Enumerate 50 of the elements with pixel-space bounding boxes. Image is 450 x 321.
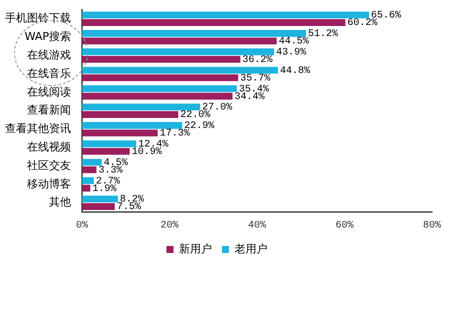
y-tick-label: 在线视频 bbox=[27, 140, 71, 154]
data-label: 36.2% bbox=[242, 55, 272, 66]
data-label: 7.5% bbox=[116, 202, 141, 214]
data-label: 60.2% bbox=[347, 18, 378, 30]
bar bbox=[82, 166, 96, 174]
x-tick-label: 80% bbox=[422, 220, 442, 232]
data-label: 44.5% bbox=[278, 36, 309, 48]
bar bbox=[82, 140, 136, 148]
bar bbox=[82, 158, 102, 166]
y-tick-label: 查看其他资讯 bbox=[5, 122, 71, 136]
bar bbox=[82, 19, 346, 26]
bar bbox=[82, 66, 278, 74]
legend-label: 新用户 bbox=[179, 242, 212, 256]
y-tick-label: 在线阅读 bbox=[27, 85, 71, 98]
bar bbox=[82, 48, 274, 56]
bar bbox=[82, 130, 158, 136]
bar bbox=[82, 196, 118, 202]
y-tick-label: 查看新闻 bbox=[27, 104, 71, 117]
bar bbox=[82, 38, 277, 44]
y-tick-label: 在线音乐 bbox=[27, 66, 71, 80]
x-tick-label: 0% bbox=[76, 220, 88, 232]
y-tick-label: 其他 bbox=[49, 196, 71, 209]
bar bbox=[82, 74, 238, 82]
bar bbox=[82, 30, 306, 37]
data-label: 22.0% bbox=[180, 110, 210, 122]
data-label: 44.8% bbox=[280, 66, 310, 77]
bar bbox=[82, 12, 369, 18]
y-tick-label: 手机图铃下载 bbox=[5, 12, 71, 25]
legend-label: 老用户 bbox=[234, 242, 268, 256]
bar bbox=[82, 122, 182, 129]
bar bbox=[82, 56, 240, 63]
x-tick-label: 40% bbox=[248, 220, 266, 232]
y-tick-label: WAP搜索 bbox=[24, 30, 71, 44]
y-tick-label: 移动博客 bbox=[27, 177, 71, 190]
bar bbox=[82, 177, 94, 184]
bar bbox=[82, 203, 115, 210]
data-label: 51.2% bbox=[308, 29, 338, 40]
y-tick-label: 社区交友 bbox=[27, 158, 71, 172]
bar bbox=[82, 148, 130, 155]
data-label: 35.7% bbox=[240, 73, 270, 84]
bar bbox=[82, 92, 232, 100]
data-label: 17.3% bbox=[160, 128, 190, 140]
data-label: 43.9% bbox=[276, 47, 306, 58]
bar bbox=[82, 184, 90, 192]
y-tick-label: 在线游戏 bbox=[27, 48, 71, 62]
bar bbox=[82, 104, 200, 110]
bar bbox=[82, 85, 237, 92]
x-tick-label: 20% bbox=[160, 220, 179, 232]
bar bbox=[82, 111, 178, 118]
x-tick-label: 60% bbox=[335, 220, 354, 232]
